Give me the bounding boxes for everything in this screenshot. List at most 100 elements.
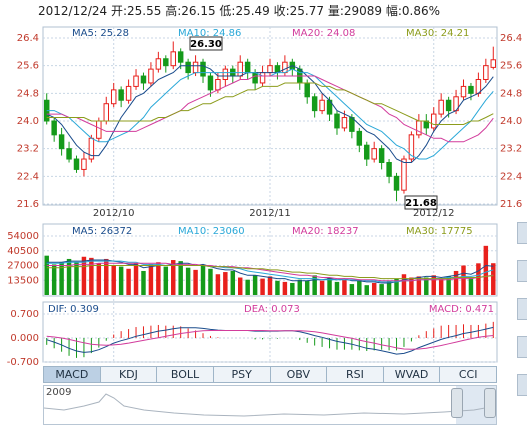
indicator-tabs: MACD KDJ BOLL PSY OBV RSI WVAD CCI <box>43 366 497 383</box>
candle-body <box>371 148 377 160</box>
volume-bar <box>275 280 280 295</box>
volume-bar <box>178 261 183 295</box>
volume-ma5-label: MA5: 26372 <box>72 226 132 237</box>
candle-body <box>252 72 258 84</box>
tab-kdj[interactable]: KDJ <box>101 367 158 382</box>
volume-bar <box>126 268 131 295</box>
tab-cci[interactable]: CCI <box>458 368 478 381</box>
candle-body <box>103 103 109 122</box>
candle-body <box>110 89 117 105</box>
navigator-left-handle[interactable] <box>451 388 463 418</box>
tab-wvad[interactable]: WVAD <box>384 367 441 382</box>
macd-chart <box>46 321 494 358</box>
price-y-tick-right: 24.8 <box>500 88 522 99</box>
tab-obv[interactable]: OBV <box>271 367 328 382</box>
volume-bar <box>171 260 176 295</box>
candle-body <box>438 99 444 115</box>
candle-body <box>118 89 124 101</box>
price-ma5-line <box>46 65 494 163</box>
volume-bar <box>66 258 72 295</box>
macd-dea-label: DEA: 0.073 <box>244 304 300 315</box>
candle-body <box>416 120 422 136</box>
candle-body <box>408 134 415 160</box>
tab-rsi[interactable]: RSI <box>327 367 384 382</box>
candle-body <box>148 68 154 84</box>
quote-header: 2012/12/24 开:25.55 高:26.15 低:25.49 收:25.… <box>38 4 441 18</box>
volume-bar <box>74 262 79 295</box>
tab-psy[interactable]: PSY <box>214 367 271 382</box>
candle-body <box>244 61 251 74</box>
volume-bar <box>401 274 407 295</box>
side-scroll-button[interactable] <box>517 298 527 320</box>
macd-y-tick: -0.700 <box>7 357 39 366</box>
price-y-tick-left: 25.6 <box>17 61 39 72</box>
volume-bar <box>327 277 332 295</box>
navigator-history-line <box>44 386 496 424</box>
candle-body <box>192 61 199 74</box>
volume-bar <box>290 282 295 295</box>
volume-bar <box>215 274 221 295</box>
candle-body <box>185 61 191 74</box>
candle-body <box>319 99 325 112</box>
price-x-tick: 2012/10 <box>93 208 135 219</box>
tab-boll[interactable]: BOLL <box>157 367 214 382</box>
volume-bar <box>431 275 436 295</box>
volume-bar <box>334 281 340 295</box>
side-scroll-button[interactable] <box>517 222 527 244</box>
volume-bar <box>357 280 362 295</box>
low-marker-text: 21.68 <box>405 198 437 209</box>
volume-bar <box>133 263 139 295</box>
volume-bar <box>96 263 102 295</box>
side-scroll-button[interactable] <box>517 260 527 282</box>
candle-body <box>73 158 80 170</box>
candle-body <box>356 130 363 146</box>
volume-bar <box>453 270 459 295</box>
volume-bar <box>223 272 228 295</box>
side-scroll-button[interactable] <box>517 374 527 396</box>
candle-body <box>490 59 497 68</box>
candle-body <box>445 99 452 112</box>
volume-bar <box>364 285 369 295</box>
volume-bar <box>163 266 169 295</box>
volume-bar <box>379 284 384 295</box>
volume-bar <box>386 280 392 295</box>
macd-y-tick: 0.000 <box>10 333 39 344</box>
macd-value-label: MACD: 0.471 <box>429 304 494 315</box>
price-y-tick-right: 24.0 <box>500 116 522 127</box>
timeline-navigator[interactable]: 2009 <box>43 385 497 425</box>
side-scroll-button[interactable] <box>517 336 527 358</box>
price-y-tick-left: 23.2 <box>17 144 39 155</box>
volume-y-tick: 13500 <box>7 275 39 286</box>
candle-body <box>81 158 87 170</box>
candle-body <box>133 75 139 87</box>
volume-bar <box>44 255 49 295</box>
volume-bar <box>461 265 466 295</box>
macd-panel-frame <box>42 301 498 363</box>
volume-bar <box>51 264 57 295</box>
tab-macd[interactable]: MACD <box>44 367 101 382</box>
navigator-year-label: 2009 <box>46 387 72 398</box>
price-y-tick-right: 21.6 <box>500 199 522 210</box>
volume-bar <box>468 277 474 295</box>
navigator-right-handle[interactable] <box>484 388 496 418</box>
volume-bar <box>252 275 258 295</box>
price-y-tick-right: 23.2 <box>500 144 522 155</box>
low-marker: 21.68 <box>404 195 438 210</box>
candle-body <box>237 61 243 77</box>
candle-body <box>222 68 229 80</box>
candle-body <box>170 51 176 67</box>
price-x-tick: 2012/12 <box>413 208 455 219</box>
volume-bar <box>104 258 109 295</box>
volume-bar <box>342 279 347 295</box>
volume-bar <box>156 262 161 295</box>
candle-body <box>386 162 392 177</box>
candle-body <box>51 120 57 136</box>
candle-body <box>215 79 221 91</box>
price-y-tick-left: 26.4 <box>17 33 39 44</box>
volume-ma5-line <box>46 259 494 284</box>
volume-bar <box>409 277 414 295</box>
price-ma30-label: MA30: 24.21 <box>406 28 469 39</box>
volume-bar <box>312 275 317 295</box>
candle-body <box>140 75 147 84</box>
candle-body <box>431 113 437 129</box>
